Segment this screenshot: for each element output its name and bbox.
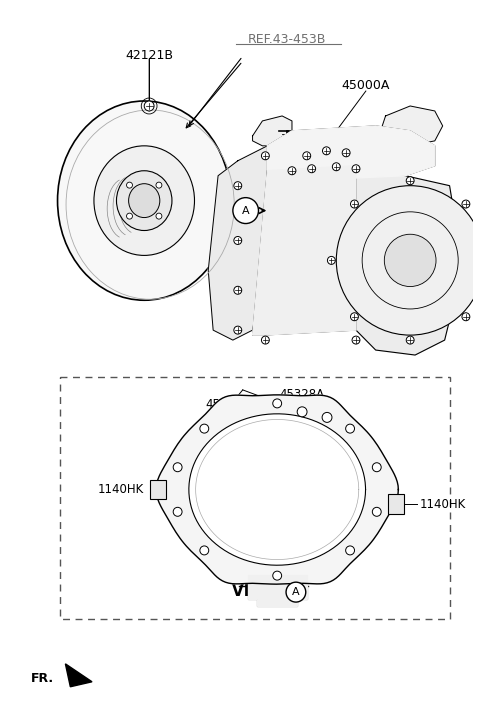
Circle shape <box>322 147 331 155</box>
Circle shape <box>200 424 209 433</box>
Text: 45328A: 45328A <box>279 388 324 401</box>
FancyBboxPatch shape <box>388 494 404 515</box>
Circle shape <box>372 463 381 472</box>
Polygon shape <box>248 574 307 606</box>
Circle shape <box>144 101 154 111</box>
Text: REF.43-453B: REF.43-453B <box>248 33 326 47</box>
Circle shape <box>303 152 311 160</box>
Circle shape <box>351 200 358 208</box>
Ellipse shape <box>129 184 160 217</box>
Circle shape <box>346 546 354 555</box>
Text: A: A <box>292 587 300 597</box>
Text: 45000A: 45000A <box>342 79 390 92</box>
FancyBboxPatch shape <box>150 480 166 499</box>
Circle shape <box>273 399 282 408</box>
Circle shape <box>234 236 242 244</box>
Circle shape <box>234 182 242 190</box>
Circle shape <box>308 165 316 173</box>
Polygon shape <box>156 395 399 585</box>
Circle shape <box>406 336 414 344</box>
Ellipse shape <box>57 101 231 300</box>
Text: 1140HK: 1140HK <box>98 483 144 496</box>
Circle shape <box>332 163 340 171</box>
Circle shape <box>173 507 182 516</box>
Circle shape <box>352 165 360 173</box>
Circle shape <box>328 257 335 265</box>
Ellipse shape <box>116 171 172 230</box>
Circle shape <box>342 149 350 157</box>
Ellipse shape <box>94 146 194 255</box>
Circle shape <box>126 213 133 219</box>
Polygon shape <box>267 126 435 181</box>
Circle shape <box>234 326 242 334</box>
Text: A: A <box>242 206 250 216</box>
Circle shape <box>406 177 414 185</box>
Circle shape <box>462 200 470 208</box>
Polygon shape <box>252 116 292 146</box>
Polygon shape <box>208 146 267 340</box>
Text: VIEW: VIEW <box>232 585 282 599</box>
Polygon shape <box>66 664 92 687</box>
Circle shape <box>156 213 162 219</box>
Polygon shape <box>381 106 443 146</box>
Polygon shape <box>356 166 455 355</box>
Circle shape <box>288 166 296 174</box>
Circle shape <box>346 424 354 433</box>
Bar <box>60 377 450 619</box>
Circle shape <box>322 412 332 422</box>
Circle shape <box>392 500 400 508</box>
Text: 42121B: 42121B <box>125 49 173 63</box>
Circle shape <box>262 336 269 344</box>
Circle shape <box>233 198 259 223</box>
Circle shape <box>372 507 381 516</box>
Text: 1140HK: 1140HK <box>420 498 466 511</box>
Circle shape <box>154 486 162 494</box>
Circle shape <box>462 313 470 321</box>
Circle shape <box>352 336 360 344</box>
Circle shape <box>286 582 306 602</box>
Circle shape <box>200 546 209 555</box>
Text: FR.: FR. <box>31 672 54 686</box>
Text: 45328A: 45328A <box>205 398 251 411</box>
Circle shape <box>156 182 162 188</box>
Circle shape <box>126 182 133 188</box>
Circle shape <box>297 407 307 417</box>
Polygon shape <box>189 414 365 565</box>
Circle shape <box>336 185 479 335</box>
Circle shape <box>384 234 436 286</box>
Circle shape <box>351 313 358 321</box>
Circle shape <box>234 286 242 294</box>
Circle shape <box>262 152 269 160</box>
Polygon shape <box>252 166 356 335</box>
Circle shape <box>273 571 282 580</box>
Circle shape <box>173 463 182 472</box>
